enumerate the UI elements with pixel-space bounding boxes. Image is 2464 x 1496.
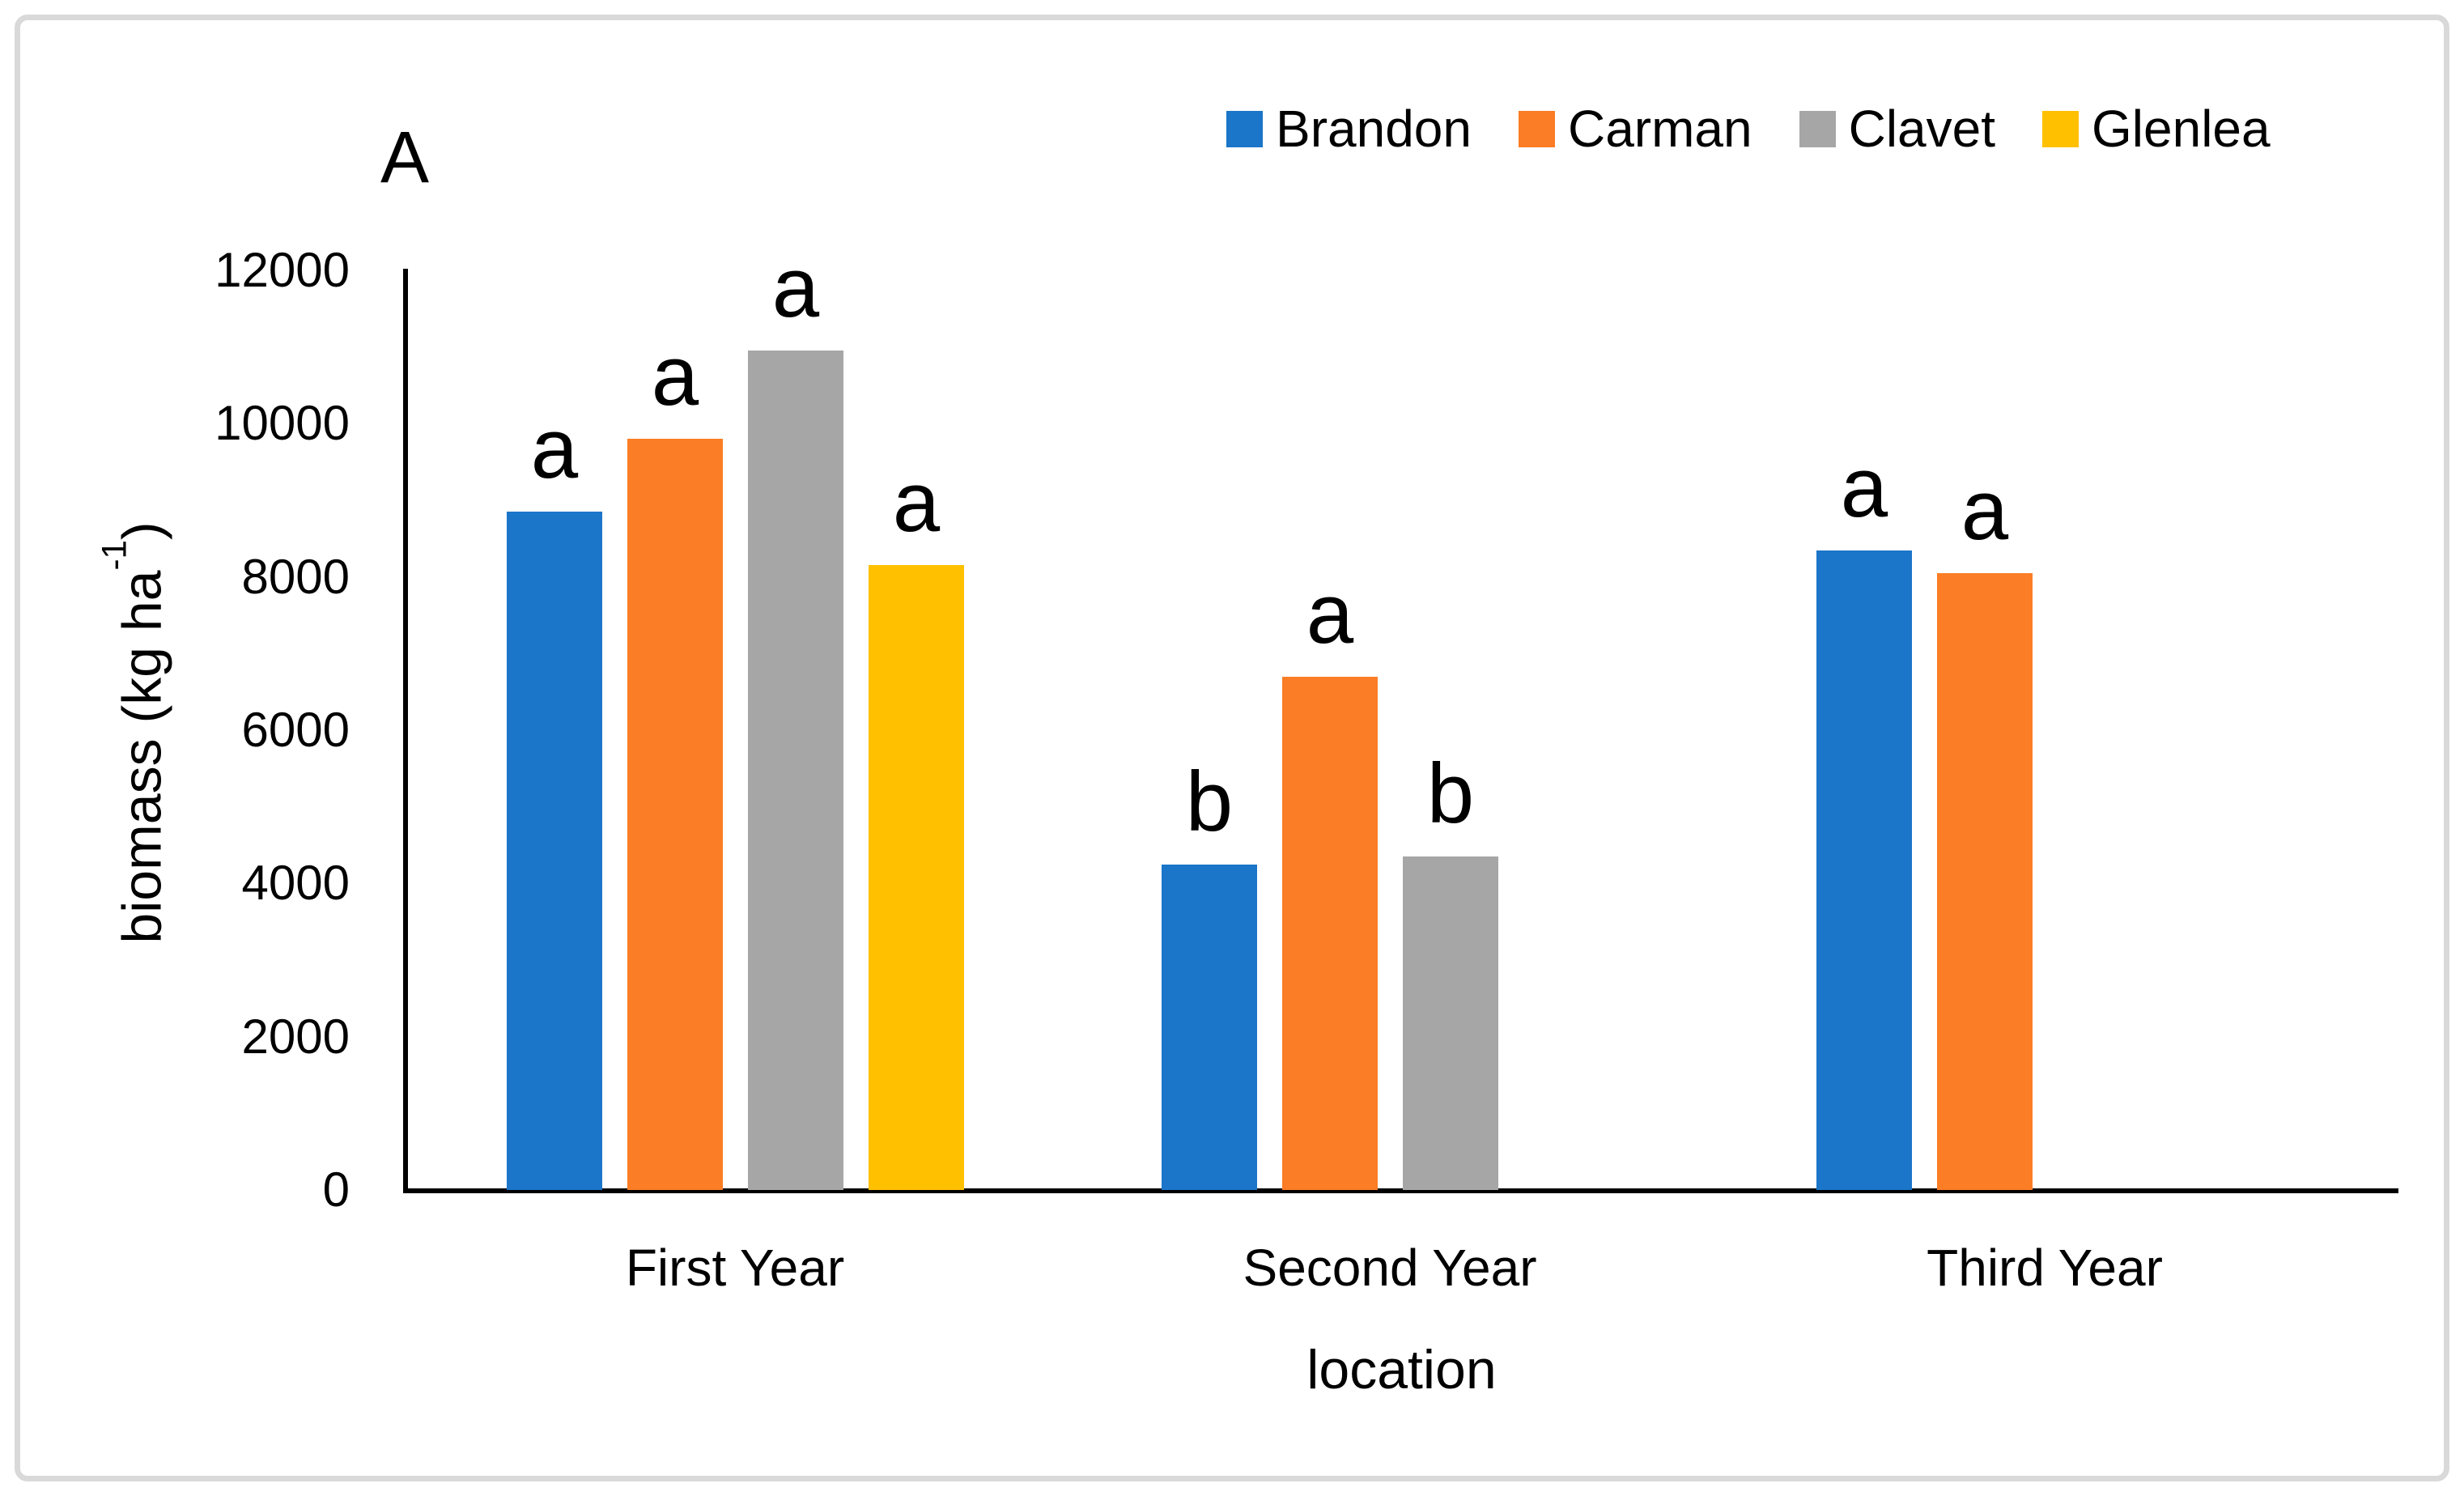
legend-item-brandon: Brandon	[1226, 103, 1472, 155]
legend-label: Clavet	[1848, 100, 1995, 158]
x-category-label: First Year	[625, 1239, 845, 1297]
y-tick-label: 4000	[241, 856, 350, 911]
legend-marker-icon	[1226, 110, 1263, 147]
figure-border	[15, 15, 2449, 1481]
bar-carman-0	[627, 439, 723, 1190]
bar-clavet-0	[748, 351, 843, 1190]
significance-letter: a	[771, 240, 820, 335]
legend-item-clavet: Clavet	[1799, 103, 1995, 155]
legend-label: Carman	[1567, 100, 1752, 158]
bar-brandon-2	[1816, 550, 1912, 1190]
y-axis-line	[403, 269, 408, 1193]
legend-marker-icon	[1799, 110, 1836, 147]
y-tick-label: 2000	[241, 1009, 350, 1064]
significance-letter: b	[1185, 754, 1234, 849]
bar-brandon-1	[1162, 865, 1257, 1190]
bar-glenlea-0	[869, 565, 964, 1190]
bar-clavet-1	[1403, 856, 1498, 1190]
y-axis-title-superscript: -1	[95, 540, 134, 571]
x-category-label: Third Year	[1927, 1239, 2163, 1297]
legend-item-glenlea: Glenlea	[2042, 103, 2271, 155]
significance-letter: a	[1840, 440, 1888, 535]
bar-brandon-0	[507, 512, 602, 1190]
bar-carman-2	[1937, 573, 2033, 1190]
x-axis-title: location	[1306, 1339, 1497, 1400]
x-axis-line	[403, 1188, 2398, 1193]
y-axis-title-close: )	[111, 521, 173, 541]
significance-letter: a	[530, 402, 579, 496]
y-tick-label: 0	[322, 1162, 350, 1217]
bar-carman-1	[1282, 677, 1378, 1190]
significance-letter: a	[651, 329, 699, 423]
y-tick-label: 6000	[241, 703, 350, 757]
legend: Brandon Carman Clavet Glenlea	[1226, 103, 2271, 155]
significance-letter: a	[892, 455, 941, 550]
legend-item-carman: Carman	[1518, 100, 1752, 158]
x-category-label: Second Year	[1243, 1239, 1537, 1297]
y-tick-label: 8000	[241, 549, 350, 604]
legend-label: Glenlea	[2092, 100, 2271, 158]
significance-letter: a	[1961, 463, 2009, 558]
significance-letter: a	[1306, 567, 1354, 661]
y-tick-label: 10000	[215, 396, 350, 451]
legend-label: Brandon	[1276, 100, 1472, 158]
panel-label: A	[380, 117, 430, 198]
legend-marker-icon	[2042, 110, 2079, 147]
significance-letter: b	[1426, 746, 1475, 841]
legend-marker-icon	[1518, 110, 1555, 147]
y-tick-label: 12000	[215, 243, 350, 297]
